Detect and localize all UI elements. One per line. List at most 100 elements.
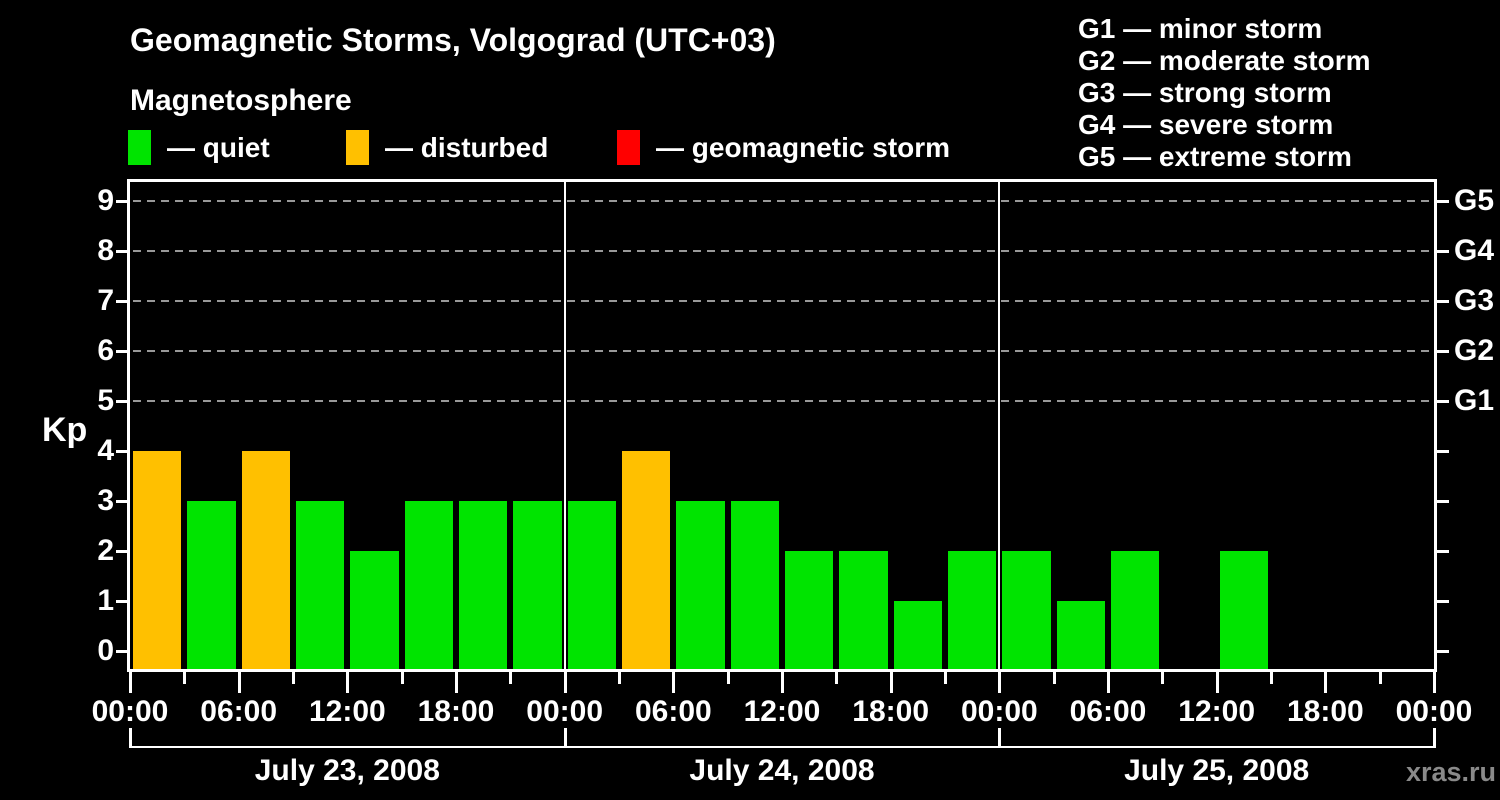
x-tick-label: 00:00 (91, 695, 169, 728)
storm-scale-g2: G2 — moderate storm (1078, 45, 1371, 76)
x-axis-tick-major (129, 672, 132, 693)
kp-bar (567, 501, 616, 669)
x-axis-tick-major (455, 672, 458, 693)
y-axis-tick (116, 350, 129, 353)
right-axis-tick (1436, 600, 1449, 603)
kp-bar (404, 501, 453, 669)
x-tick-label: 18:00 (1286, 695, 1364, 728)
x-tick-label: 00:00 (1395, 695, 1473, 728)
g-scale-label: G5 (1454, 184, 1495, 217)
legend-item-storm: — geomagnetic storm (617, 130, 950, 165)
y-tick-label: 7 (97, 284, 114, 317)
x-axis-tick-major (998, 672, 1002, 693)
kp-gridline (133, 350, 1431, 352)
kp-bar (1111, 551, 1160, 669)
kp-bar (893, 601, 942, 669)
right-axis-tick (1436, 300, 1449, 303)
x-axis-tick-minor (1161, 672, 1165, 684)
g-scale-label: G4 (1454, 234, 1495, 267)
x-axis-tick-minor (618, 672, 621, 684)
right-axis-tick (1436, 200, 1449, 203)
date-label: July 24, 2008 (689, 754, 875, 787)
disturbed-swatch-icon (346, 130, 369, 165)
day-boundary-line (563, 182, 566, 669)
page-title: Geomagnetic Storms, Volgograd (UTC+03) (130, 22, 776, 58)
kp-gridline (133, 200, 1431, 202)
x-tick-label: 06:00 (200, 695, 278, 728)
kp-bar (676, 501, 725, 669)
kp-bar (1002, 551, 1051, 669)
legend-item-quiet: — quiet (128, 130, 270, 165)
y-tick-label: 3 (97, 484, 114, 517)
y-axis-tick (116, 500, 129, 503)
x-axis-tick-minor (1378, 672, 1382, 684)
kp-bar (730, 501, 779, 669)
x-axis-tick-minor (1270, 672, 1273, 684)
x-axis-tick-major (563, 672, 567, 693)
kp-bar (187, 501, 236, 669)
legend-item-disturbed: — disturbed (346, 130, 548, 165)
x-axis-tick-major (1215, 672, 1219, 693)
date-bracket-tick (563, 728, 567, 748)
kp-bar (622, 451, 671, 669)
x-axis-tick-minor (1052, 672, 1056, 684)
kp-bar (241, 451, 290, 669)
date-bracket-tick (1433, 728, 1436, 748)
kp-bar (350, 551, 399, 669)
right-axis-tick (1436, 400, 1449, 403)
quiet-swatch-icon (128, 130, 151, 165)
x-axis-tick-minor (835, 672, 839, 684)
x-axis-tick-minor (726, 672, 730, 684)
x-axis-tick-major (237, 672, 241, 693)
date-bracket-tick (129, 728, 132, 748)
x-axis-tick-major (889, 672, 893, 693)
x-axis-tick-minor (944, 672, 947, 684)
kp-bar (948, 551, 997, 669)
g-scale-label: G1 (1454, 384, 1495, 417)
kp-gridline (133, 300, 1431, 302)
storm-scale-legend: G1 — minor storm G2 — moderate storm G3 … (1078, 13, 1371, 173)
x-axis-tick-minor (292, 672, 295, 684)
kp-bar (785, 551, 834, 669)
x-axis-tick-major (1107, 672, 1110, 693)
x-axis-tick-minor (183, 672, 187, 684)
x-tick-label: 12:00 (1178, 695, 1256, 728)
x-axis-tick-major (346, 672, 350, 693)
date-bracket-line (130, 746, 1436, 748)
x-axis-tick-major (672, 672, 676, 693)
storm-scale-g3: G3 — strong storm (1078, 77, 1332, 108)
x-axis-tick-minor (400, 672, 404, 684)
y-tick-label: 0 (97, 634, 114, 667)
x-axis-tick-minor (509, 672, 513, 684)
y-axis-tick (116, 300, 129, 303)
x-tick-label: 18:00 (417, 695, 495, 728)
y-axis-tick (116, 200, 129, 203)
kp-bar (296, 501, 345, 669)
x-tick-label: 06:00 (634, 695, 712, 728)
x-tick-label: 00:00 (526, 695, 604, 728)
right-axis-tick (1436, 250, 1449, 253)
date-bracket-tick (998, 728, 1002, 748)
watermark: xras.ru (1405, 757, 1496, 787)
y-tick-label: 6 (97, 334, 114, 367)
x-axis-tick-major (1433, 672, 1436, 693)
y-tick-label: 1 (97, 584, 114, 617)
date-label: July 23, 2008 (254, 754, 440, 787)
x-tick-label: 12:00 (743, 695, 821, 728)
y-tick-label: 8 (97, 234, 114, 267)
y-axis-tick (116, 450, 129, 453)
kp-bar (513, 501, 562, 669)
right-axis-tick (1436, 450, 1449, 453)
kp-gridline (133, 250, 1431, 252)
kp-bar (1056, 601, 1105, 669)
day-boundary-line (998, 182, 1001, 669)
right-axis-tick (1436, 650, 1449, 653)
plot-area (127, 179, 1437, 672)
g-scale-label: G2 (1454, 334, 1495, 367)
legend-label-quiet: — quiet (167, 131, 270, 163)
chart-subtitle: Magnetosphere (130, 84, 352, 117)
right-axis-tick (1436, 550, 1449, 553)
x-tick-label: 12:00 (308, 695, 386, 728)
